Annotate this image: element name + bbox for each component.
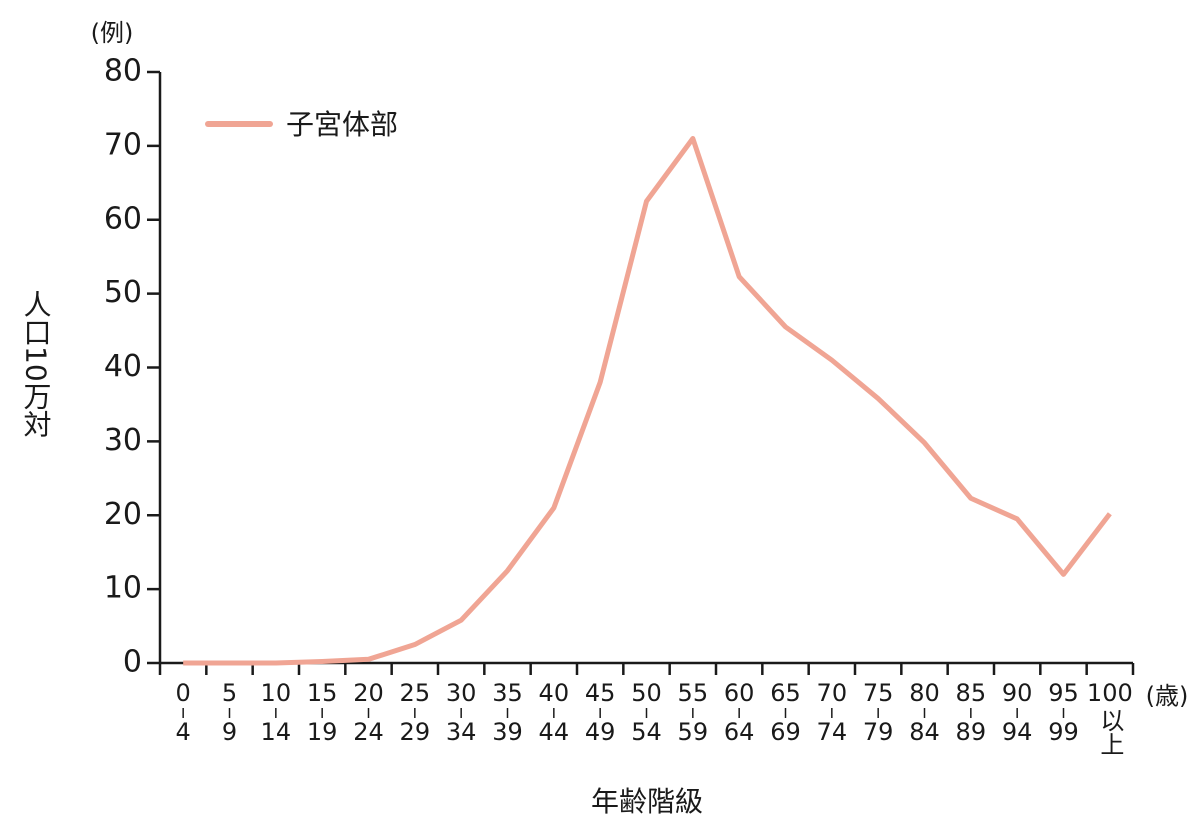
x-tick-label: 20 [353, 679, 384, 707]
y-axis-label: 人口10万対 [20, 290, 53, 438]
x-tick-label: 74 [817, 718, 848, 746]
x-tick-label: 15 [307, 679, 338, 707]
y-tick-label: 30 [104, 423, 142, 458]
y-tick-label: 20 [104, 497, 142, 532]
x-tick-label: 4 [176, 718, 191, 746]
y-tick-label: 10 [104, 571, 142, 606]
x-tick-label: 59 [678, 718, 709, 746]
y-unit: (例) [91, 19, 134, 47]
x-tick-label: 75 [863, 679, 894, 707]
x-tick-label: 99 [1048, 718, 1079, 746]
x-tick-label: 64 [724, 718, 755, 746]
x-tick-label: 60 [724, 679, 755, 707]
x-tick-label: 69 [770, 718, 801, 746]
x-tick-label: 24 [353, 718, 384, 746]
x-tick-label: 14 [261, 718, 292, 746]
y-tick-label: 50 [104, 275, 142, 310]
y-tick-label: 40 [104, 349, 142, 384]
y-tick-label: 60 [104, 201, 142, 236]
x-tick-label: 70 [817, 679, 848, 707]
series-line [183, 135, 1112, 666]
x-tick-label: 9 [222, 718, 237, 746]
x-tick-label: 25 [400, 679, 431, 707]
x-tick-label: 95 [1048, 679, 1079, 707]
x-tick-label: 55 [678, 679, 709, 707]
y-tick-label: 80 [104, 54, 142, 89]
x-tick-label: 39 [492, 718, 523, 746]
x-tick-label: 44 [539, 718, 570, 746]
y-tick-label: 0 [123, 645, 142, 680]
x-tick-label: 89 [956, 718, 987, 746]
x-tick-label: 29 [400, 718, 431, 746]
x-tick-label: 以上 [1096, 708, 1124, 756]
x-tick-label: 79 [863, 718, 894, 746]
x-tick-label: 19 [307, 718, 338, 746]
x-tick-label: 10 [261, 679, 292, 707]
x-tick-label: 65 [770, 679, 801, 707]
x-tick-label: 90 [1002, 679, 1033, 707]
x-tick-label: 50 [631, 679, 662, 707]
y-tick-label: 70 [104, 127, 142, 162]
x-unit: (歳) [1146, 682, 1189, 710]
x-tick-label: 80 [909, 679, 940, 707]
x-tick-label: 0 [176, 679, 191, 707]
x-tick-label: 40 [539, 679, 570, 707]
x-tick-label: 54 [631, 718, 662, 746]
x-tick-label: 94 [1002, 718, 1033, 746]
x-tick-label: 84 [909, 718, 940, 746]
x-tick-label: 85 [956, 679, 987, 707]
x-tick-label: 35 [492, 679, 523, 707]
x-axis-label: 年齢階級 [591, 785, 703, 818]
legend-label: 子宮体部 [286, 108, 398, 141]
x-tick-label: 100 [1087, 679, 1133, 707]
x-tick-label: 34 [446, 718, 477, 746]
x-tick-label: 49 [585, 718, 616, 746]
x-tick-label: 45 [585, 679, 616, 707]
x-tick-label: 5 [222, 679, 237, 707]
x-tick-label: 30 [446, 679, 477, 707]
